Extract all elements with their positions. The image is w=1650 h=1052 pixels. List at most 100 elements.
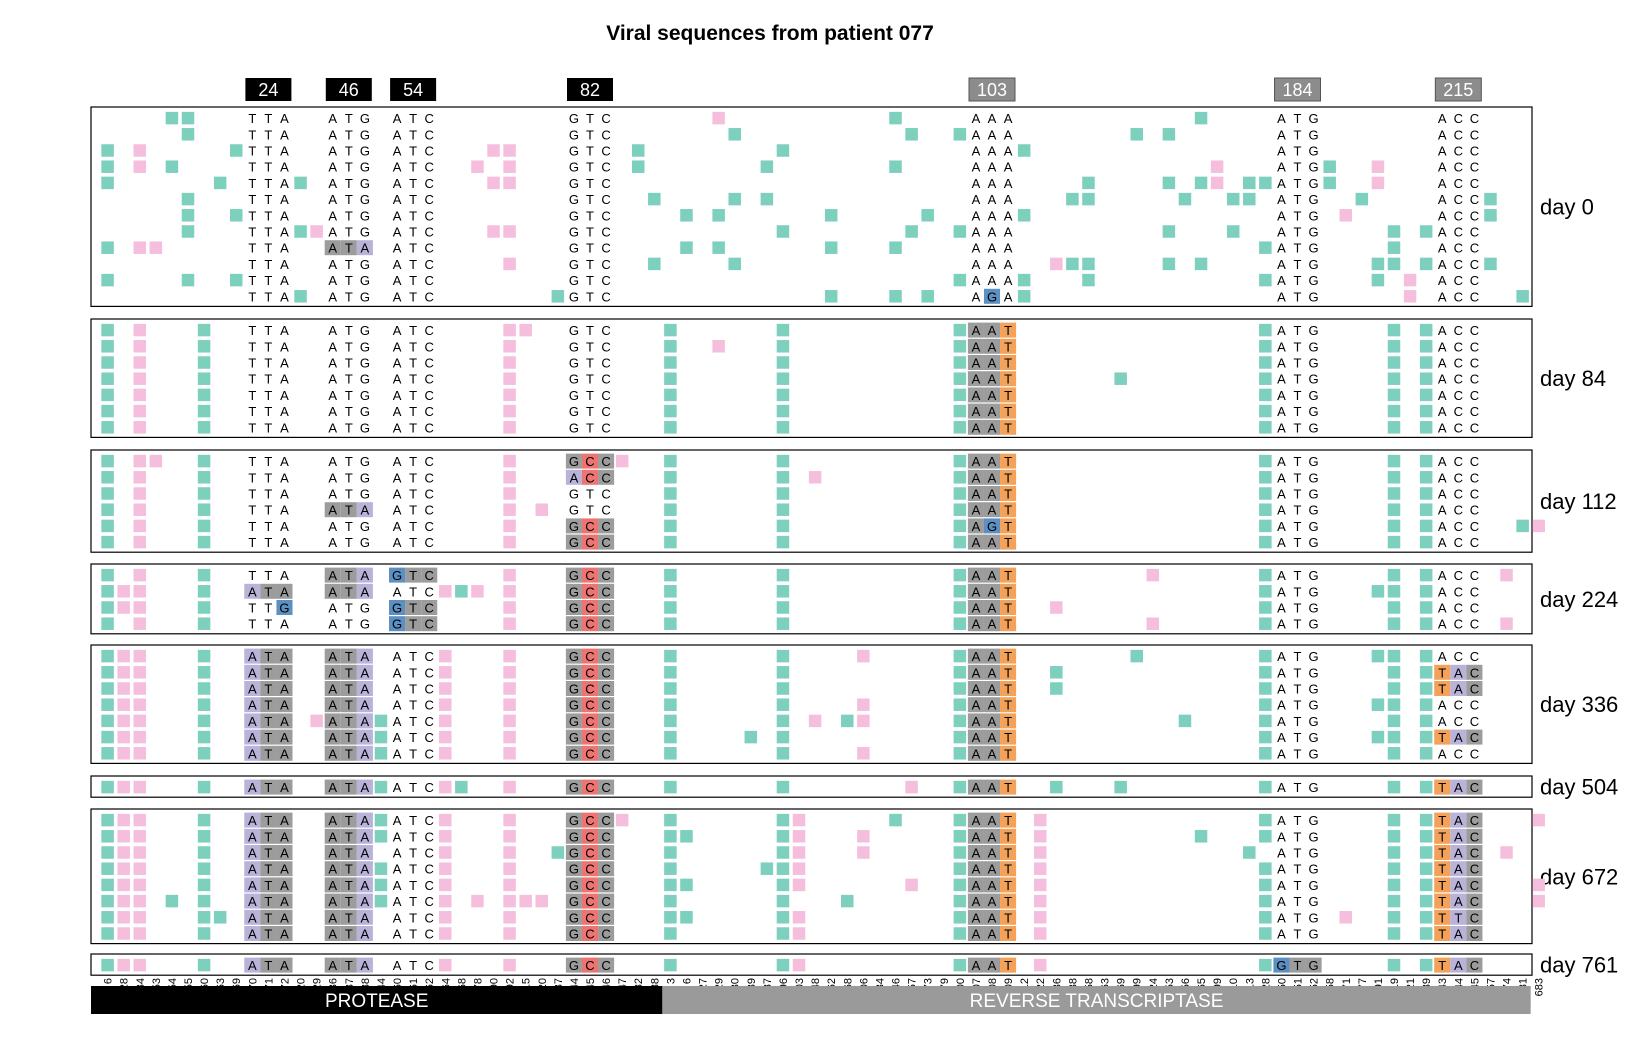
nucleotide: A <box>972 568 981 583</box>
nucleotide: A <box>393 584 402 599</box>
codon-highlight <box>324 779 341 795</box>
nucleotide: G <box>1309 584 1319 599</box>
nucleotide: A <box>361 682 370 697</box>
codon-highlight <box>1000 664 1017 680</box>
nucleotide: T <box>409 420 417 435</box>
synonymous-mutation <box>1130 649 1143 663</box>
synonymous-mutation <box>1243 176 1256 190</box>
codon-highlight <box>1466 681 1483 696</box>
codon-highlight <box>1450 861 1467 877</box>
nucleotide: A <box>328 519 337 534</box>
nucleotide: C <box>1470 829 1479 844</box>
nucleotide: T <box>1004 617 1012 632</box>
nucleotide: T <box>1004 665 1012 680</box>
nucleotide: G <box>569 878 579 893</box>
synonymous-mutation <box>953 404 967 418</box>
codon-highlight <box>340 745 357 761</box>
nucleotide: T <box>409 111 417 126</box>
nucleotide: C <box>425 519 434 534</box>
codon-highlight <box>356 697 373 713</box>
nucleotide: T <box>264 519 272 534</box>
codon-highlight <box>276 893 293 909</box>
synonymous-mutation <box>213 176 227 190</box>
nucleotide: G <box>569 649 579 664</box>
nucleotide: T <box>264 388 272 403</box>
nonsynonymous-mutation <box>439 846 452 859</box>
nucleotide: T <box>1004 910 1012 925</box>
nonsynonymous-mutation <box>310 225 323 238</box>
nonsynonymous-mutation <box>439 666 452 679</box>
nucleotide: A <box>1438 746 1447 761</box>
nucleotide: T <box>1294 111 1302 126</box>
nucleotide: A <box>972 241 981 256</box>
nucleotide: T <box>409 698 417 713</box>
nonsynonymous-mutation <box>439 813 452 827</box>
synonymous-mutation <box>1226 192 1240 206</box>
nucleotide: T <box>264 241 272 256</box>
nucleotide: A <box>361 503 370 518</box>
nucleotide: C <box>601 878 610 893</box>
codon-highlight <box>244 779 261 795</box>
nucleotide: T <box>409 730 417 745</box>
synonymous-mutation <box>1162 225 1176 238</box>
nucleotide: T <box>409 682 417 697</box>
nucleotide: A <box>328 420 337 435</box>
synonymous-mutation <box>953 747 967 760</box>
nucleotide: A <box>1438 111 1447 126</box>
nonsynonymous-mutation <box>471 894 484 908</box>
nucleotide: T <box>264 813 272 828</box>
nucleotide: A <box>1277 176 1286 191</box>
synonymous-mutation <box>776 519 790 533</box>
nucleotide: C <box>1470 846 1479 861</box>
nucleotide: G <box>569 176 579 191</box>
nonsynonymous-mutation <box>535 503 549 516</box>
nucleotide: T <box>1294 257 1302 272</box>
synonymous-mutation <box>1387 730 1401 744</box>
nonsynonymous-mutation <box>1403 290 1417 303</box>
nonsynonymous-mutation <box>503 372 516 385</box>
codon-highlight <box>1434 729 1451 745</box>
synonymous-mutation <box>664 862 677 875</box>
nucleotide: C <box>425 273 434 288</box>
nucleotide: A <box>248 910 257 925</box>
nonsynonymous-mutation <box>439 927 452 940</box>
nucleotide: G <box>569 958 579 973</box>
codon-highlight <box>1450 845 1467 860</box>
codon-highlight <box>324 893 341 909</box>
codon-highlight <box>1000 909 1017 925</box>
synonymous-mutation <box>664 585 677 598</box>
codon-highlight <box>967 403 984 419</box>
nucleotide: A <box>1277 698 1286 713</box>
nucleotide: T <box>345 665 353 680</box>
nucleotide: A <box>393 958 402 973</box>
codon-highlight <box>581 600 599 615</box>
nucleotide: G <box>279 601 289 616</box>
codon-highlight <box>389 600 406 615</box>
nucleotide: T <box>1294 535 1302 550</box>
codon-highlight <box>389 616 406 632</box>
codon-highlight <box>324 812 341 828</box>
nucleotide: C <box>1454 225 1463 240</box>
nucleotide: T <box>248 241 256 256</box>
codon-highlight <box>260 697 277 713</box>
nucleotide: A <box>1004 160 1013 175</box>
synonymous-mutation <box>776 601 790 614</box>
synonymous-mutation <box>889 241 902 254</box>
codon-highlight <box>260 828 277 844</box>
codon-highlight <box>565 909 582 925</box>
nucleotide: A <box>328 160 337 175</box>
nucleotide: A <box>248 649 257 664</box>
nucleotide: C <box>425 649 434 664</box>
codon-highlight <box>1466 812 1483 828</box>
nucleotide: A <box>1454 813 1463 828</box>
nucleotide: A <box>972 372 981 387</box>
codon-highlight <box>405 567 422 583</box>
codon-highlight <box>340 240 357 256</box>
codon-header-label: 103 <box>977 80 1007 100</box>
codon-highlight <box>356 648 373 664</box>
synonymous-mutation <box>181 273 195 287</box>
day-panel <box>90 563 1533 635</box>
nucleotide: G <box>1309 519 1319 534</box>
nonsynonymous-mutation <box>133 958 147 972</box>
nucleotide: C <box>585 927 594 942</box>
